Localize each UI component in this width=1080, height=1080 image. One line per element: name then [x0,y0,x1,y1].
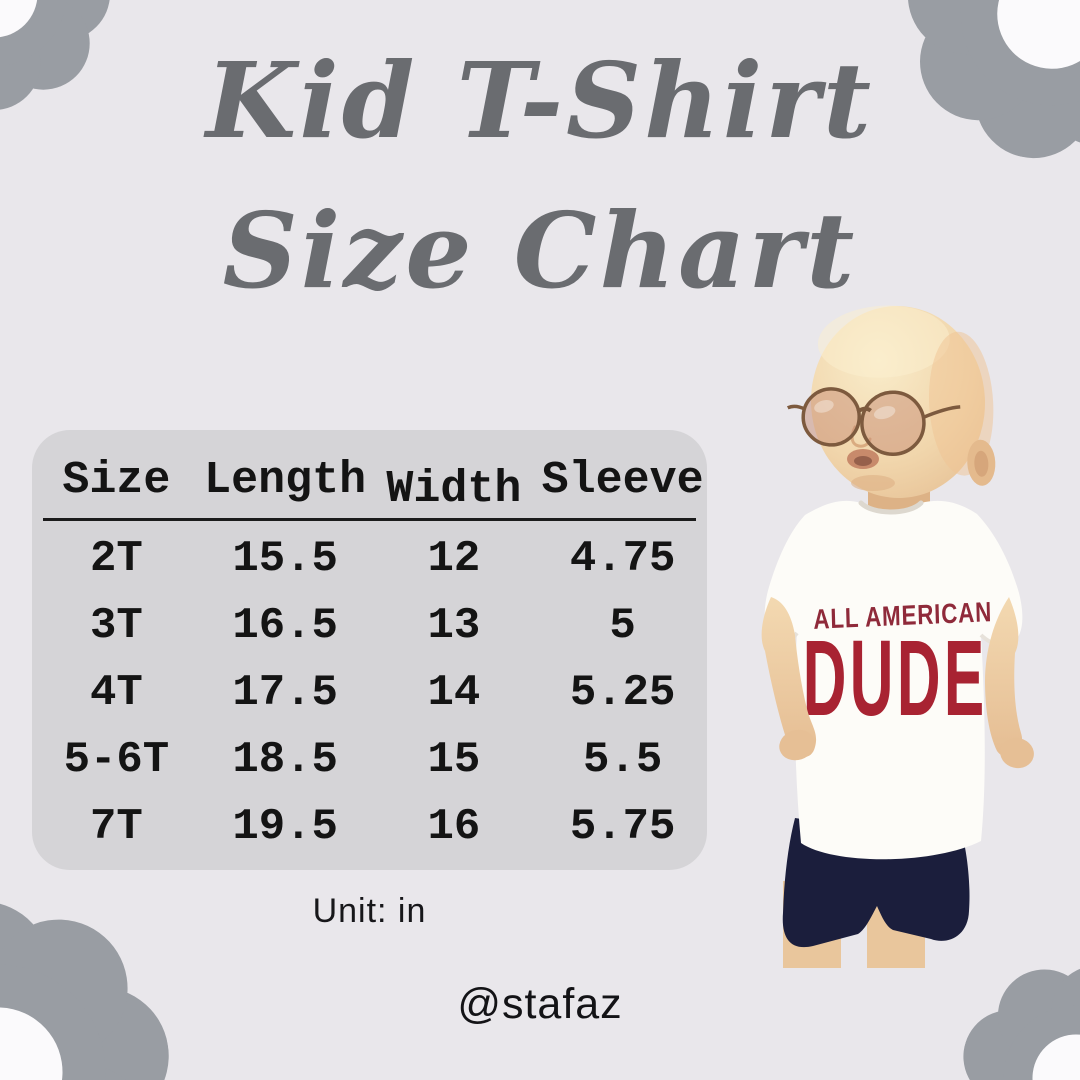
cell-size: 4T [89,667,143,718]
column-header-sleeve: Sleeve [541,454,704,506]
cell-sleeve: 5.5 [583,734,663,785]
cell-length: 18.5 [232,734,338,785]
cell-width: 12 [427,533,481,584]
social-handle: @stafaz [457,980,623,1028]
cell-width: 13 [427,600,481,651]
tshirt-collar [858,500,924,515]
cell-size: 2T [89,533,143,584]
size-table-card: Size Length Width Sleeve 2T 15.5 12 4.75… [32,430,707,870]
cell-length: 19.5 [232,801,338,852]
cell-size: 3T [89,600,143,651]
kid-head [810,305,996,498]
size-table-body: 2T 15.5 12 4.75 3T 16.5 13 5 4T 17.5 14 … [32,521,707,860]
kid-face [847,425,895,491]
kid-chin-shadow [851,475,895,491]
kid-tshirt [764,500,1023,860]
cell-size: 5-6T [63,734,170,785]
cell-sleeve: 5.25 [569,667,676,718]
cell-size: 7T [89,801,143,852]
cell-width: 16 [427,801,481,852]
page-title: Kid T-Shirt Size Chart [0,26,1080,326]
column-header-size: Size [62,454,171,506]
cell-length: 16.5 [232,600,338,651]
column-header-length: Length [204,454,367,506]
title-line-2: Size Chart [222,189,858,312]
cell-length: 15.5 [232,533,338,584]
cell-sleeve: 4.75 [569,533,676,584]
table-header-divider [43,518,696,521]
cell-width: 14 [427,667,481,718]
shirt-text-dude: DUDE [803,618,988,739]
title-line-1: Kid T-Shirt [205,39,875,162]
unit-label: Unit: in [312,892,427,930]
size-table-header-row: Size Length Width Sleeve [32,430,707,518]
kid-sunglasses [786,387,961,456]
column-header-width: Width [386,463,522,515]
cell-length: 17.5 [232,667,338,718]
cell-sleeve: 5 [609,600,636,651]
kid-arms [761,597,1034,769]
cell-sleeve: 5.75 [569,801,676,852]
toddler-photo: ALL AMERICAN DUDE [761,305,1034,968]
cell-width: 15 [427,734,481,785]
